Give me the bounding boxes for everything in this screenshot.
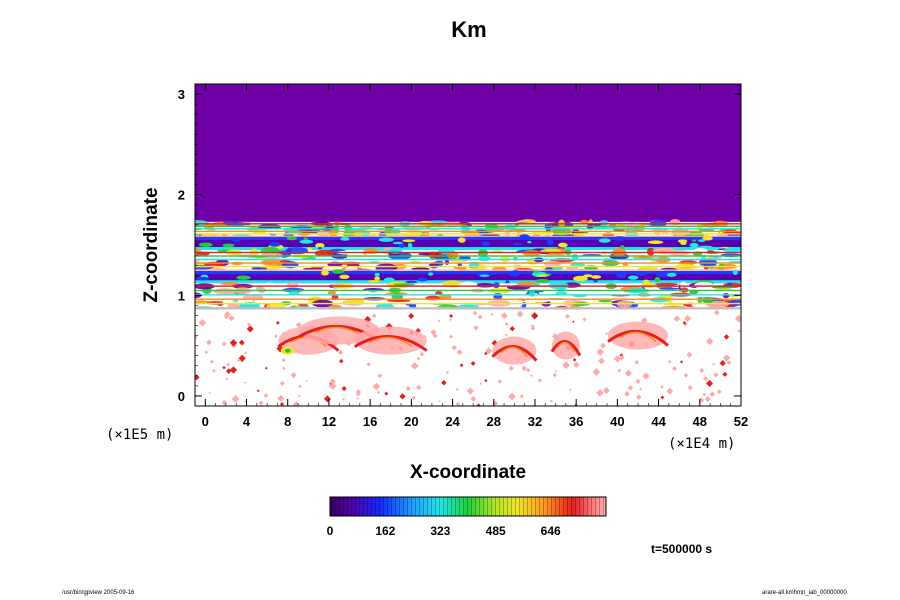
field-band: [195, 280, 741, 313]
x-unit-label: (×1E4 m): [668, 436, 735, 452]
y-unit-label: (×1E5 m): [106, 427, 173, 443]
x-tick-label: 24: [445, 414, 460, 429]
x-tick-label: 44: [651, 414, 666, 429]
colorbar-tick-label: 162: [375, 524, 395, 538]
colorbar: [329, 496, 607, 517]
y-tick-label: 3: [178, 87, 185, 102]
x-tick-label: 28: [487, 414, 501, 429]
chart-title: Km: [451, 17, 486, 42]
x-tick-label: 48: [693, 414, 707, 429]
colorbar-tick-label: 323: [430, 524, 450, 538]
x-tick-label: 0: [202, 414, 209, 429]
x-tick-label: 20: [404, 414, 418, 429]
colorbar-tick-label: 485: [486, 524, 506, 538]
colorbar-tick-label: 646: [541, 524, 561, 538]
x-tick-label: 16: [363, 414, 377, 429]
field-band: [195, 307, 741, 406]
x-tick-label: 32: [528, 414, 542, 429]
x-tick-label: 40: [610, 414, 624, 429]
field-band: [195, 219, 741, 241]
colorbar-tick-label: 0: [327, 524, 334, 538]
colorbar-ticks: 0 162 323 485 646: [327, 524, 561, 538]
x-tick-label: 4: [243, 414, 251, 429]
y-tick-label: 1: [178, 288, 185, 303]
time-label: t=500000 s: [651, 542, 712, 556]
x-axis-label: X-coordinate: [410, 462, 526, 483]
y-axis: 0 1 2 3: [178, 87, 741, 404]
x-tick-label: 8: [284, 414, 291, 429]
field-band: [195, 246, 741, 275]
x-axis: 0 4 8 12 16 20 24 28 32 36 40 44 48 52: [194, 84, 748, 429]
y-tick-label: 0: [178, 389, 185, 404]
x-tick-label: 52: [734, 414, 748, 429]
x-tick-label: 12: [322, 414, 336, 429]
y-tick-label: 2: [178, 188, 185, 203]
plot-area: [195, 84, 741, 406]
footer-left: /usr/bin/gpview 2005-09-16: [62, 590, 135, 596]
x-tick-label: 36: [569, 414, 583, 429]
y-axis-label: Z-coordinate: [141, 187, 162, 302]
footer-right: arare-all.kmhmn_iab_00000000: [762, 590, 847, 596]
